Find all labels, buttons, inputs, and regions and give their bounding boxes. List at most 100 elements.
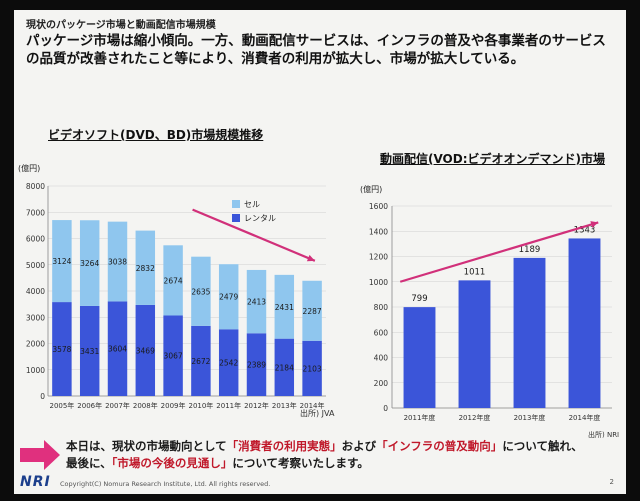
- trend-arrow-head: [306, 254, 315, 262]
- trend-arrow-head: [590, 221, 599, 228]
- vod-bar: [403, 307, 436, 408]
- vod-bar: [568, 238, 601, 408]
- vod-bar: [513, 257, 546, 408]
- sell-value-label: 2635: [191, 287, 210, 296]
- y-tick-label: 3000: [26, 313, 45, 322]
- msg-part: について触れ、: [502, 439, 583, 453]
- x-tick-label: 2012年度: [459, 413, 491, 422]
- sell-value-label: 2674: [164, 276, 183, 285]
- x-tick-label: 2011年度: [404, 413, 436, 422]
- msg-highlight: 「消費者の利用実態」: [226, 439, 342, 453]
- rental-bar: [79, 305, 100, 396]
- msg-part: 最後に、: [66, 456, 112, 470]
- y-axis-unit: (億円): [18, 163, 40, 173]
- y-tick-label: 0: [383, 404, 388, 413]
- right-source: 出所) NRI: [588, 431, 620, 439]
- msg-highlight: 「市場の今後の見通し」: [111, 456, 233, 470]
- x-tick-label: 2005年: [49, 401, 74, 410]
- sell-value-label: 3264: [80, 259, 99, 268]
- rental-value-label: 3604: [108, 345, 127, 354]
- vod-value-label: 1343: [574, 225, 596, 235]
- x-tick-label: 2013年: [272, 401, 297, 410]
- sell-bar: [135, 230, 156, 305]
- x-tick-label: 2013年度: [514, 413, 546, 422]
- y-tick-label: 1000: [26, 366, 45, 375]
- pink-arrow-icon: [20, 440, 60, 470]
- msg-highlight: 「インフラの普及動向」: [376, 439, 503, 453]
- legend-label-rental: レンタル: [244, 214, 276, 223]
- page-number: 2: [609, 478, 614, 486]
- y-tick-label: 5000: [26, 261, 45, 270]
- y-tick-label: 4000: [26, 287, 45, 296]
- sell-bar: [163, 245, 183, 316]
- y-tick-label: 6000: [26, 235, 45, 244]
- x-tick-label: 2007年: [105, 401, 130, 410]
- y-tick-label: 600: [374, 328, 389, 337]
- vod-value-label: 799: [411, 294, 427, 304]
- rental-bar: [135, 304, 156, 396]
- slide-headline: パッケージ市場は縮小傾向。一方、動画配信サービスは、インフラの普及や各事業者のサ…: [26, 33, 606, 67]
- copyright: Copyright(C) Nomura Research Institute, …: [60, 480, 271, 488]
- sell-bar: [107, 221, 128, 302]
- x-tick-label: 2006年: [77, 401, 102, 410]
- rental-value-label: 3067: [164, 352, 183, 361]
- y-tick-label: 1000: [369, 278, 388, 287]
- sell-bar: [218, 264, 239, 330]
- sell-bar: [246, 269, 267, 334]
- rental-bar: [274, 338, 295, 396]
- rental-value-label: 2184: [275, 363, 294, 372]
- x-tick-label: 2012年: [244, 401, 269, 410]
- msg-part: について考察いたします。: [232, 456, 369, 470]
- y-tick-label: 200: [374, 379, 389, 388]
- slide-subtitle: 現状のパッケージ市場と動画配信市場規模: [26, 20, 216, 31]
- x-tick-label: 2008年: [133, 401, 158, 410]
- sell-bar: [191, 256, 211, 326]
- sell-value-label: 2287: [303, 307, 322, 316]
- sell-value-label: 2479: [219, 293, 238, 302]
- sell-bar: [52, 220, 72, 303]
- trend-arrow-line: [399, 221, 599, 283]
- sell-bar: [79, 220, 100, 306]
- x-tick-label: 2010年: [188, 401, 213, 410]
- rental-bar: [52, 302, 72, 396]
- x-tick-label: 2014年度: [569, 413, 601, 422]
- vod-value-label: 1011: [464, 267, 486, 277]
- rental-bar: [218, 329, 239, 396]
- y-tick-label: 0: [40, 392, 45, 401]
- y-tick-label: 7000: [26, 208, 45, 217]
- sell-bar: [302, 280, 322, 341]
- trend-arrow-line: [192, 208, 316, 262]
- closing-message: 本日は、現状の市場動向として「消費者の利用実態」および「インフラの普及動向」につ…: [66, 438, 606, 472]
- rental-value-label: 3578: [52, 345, 71, 354]
- slide: 現状のパッケージ市場と動画配信市場規模 パッケージ市場は縮小傾向。一方、動画配信…: [14, 10, 626, 494]
- vod-bar: [458, 280, 491, 408]
- y-tick-label: 1400: [369, 227, 388, 236]
- y-tick-label: 2000: [26, 340, 45, 349]
- vod-chart: (億円) 0 200 400 600 800 1000 1200 1400 1600 799 2011…: [360, 184, 612, 422]
- video-soft-chart: (億円) 0 1000 2000 3000 4000 5000 6000 7000 8000 357…: [18, 163, 326, 410]
- vod-value-label: 1189: [519, 245, 541, 255]
- left-chart-title: ビデオソフト(DVD、BD)市場規模推移: [48, 128, 264, 142]
- msg-part: 本日は、現状の市場動向として: [66, 439, 227, 453]
- nri-logo: NRI: [20, 474, 51, 490]
- legend-swatch-sell: [232, 200, 240, 208]
- y-tick-label: 1200: [369, 253, 388, 262]
- left-source: 出所) JVA: [300, 409, 335, 418]
- legend-swatch-rental: [232, 214, 240, 222]
- y-tick-label: 800: [374, 303, 389, 312]
- rental-bar: [302, 340, 322, 396]
- x-tick-label: 2009年: [161, 401, 186, 410]
- y-axis-unit: (億円): [360, 184, 382, 194]
- rental-value-label: 2542: [219, 359, 238, 368]
- sell-value-label: 2832: [136, 264, 155, 273]
- sell-value-label: 3124: [52, 257, 71, 266]
- y-tick-label: 1600: [369, 202, 388, 211]
- right-chart-title: 動画配信(VOD:ビデオオンデマンド)市場: [380, 152, 606, 166]
- sell-value-label: 3038: [108, 258, 127, 267]
- legend-label-sell: セル: [244, 200, 260, 209]
- rental-value-label: 3431: [80, 347, 99, 356]
- rental-value-label: 3469: [136, 346, 155, 355]
- x-tick-label: 2011年: [216, 401, 241, 410]
- y-tick-label: 400: [374, 354, 389, 363]
- rental-bar: [191, 325, 211, 396]
